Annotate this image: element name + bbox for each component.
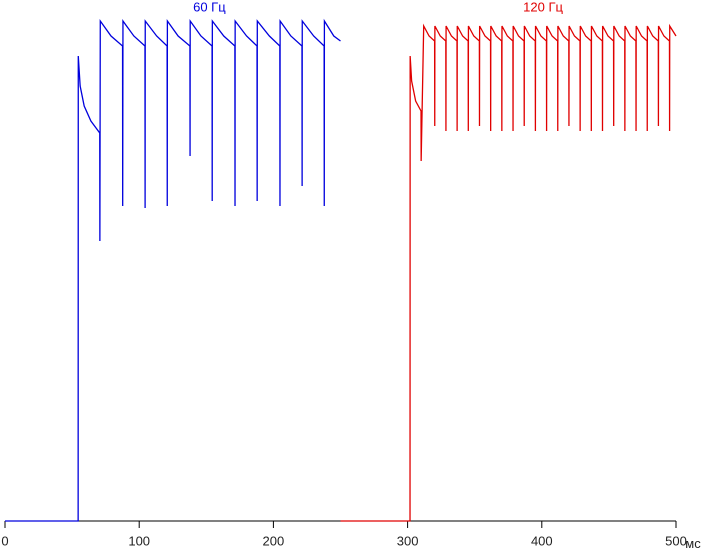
series-line (5, 18, 341, 522)
x-tick-label: 400 (531, 533, 553, 548)
x-tick-label: 500 (665, 533, 687, 548)
x-tick-label: 100 (128, 533, 150, 548)
legend-label: 120 Гц (523, 0, 563, 14)
series-line (340, 23, 677, 522)
legend-label: 60 Гц (193, 0, 226, 14)
x-tick-label: 300 (397, 533, 419, 548)
x-axis-label: мс (685, 536, 701, 549)
x-tick-label: 200 (263, 533, 285, 548)
x-tick-label: 0 (1, 533, 8, 548)
